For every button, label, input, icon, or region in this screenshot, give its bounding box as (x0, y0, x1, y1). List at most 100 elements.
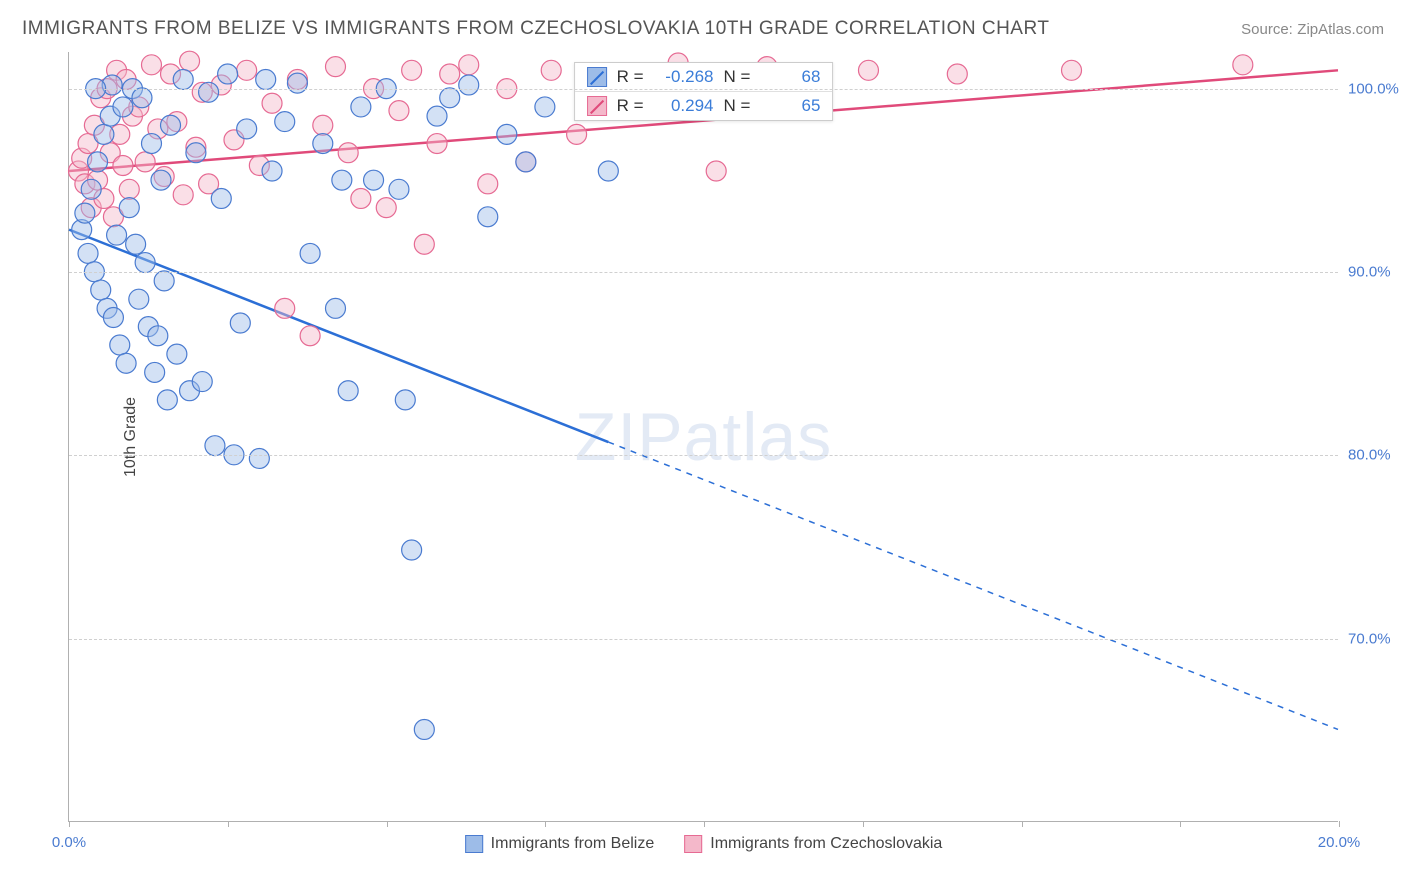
data-point (389, 179, 409, 199)
data-point (351, 188, 371, 208)
data-point (119, 179, 139, 199)
x-tick (1180, 821, 1181, 827)
data-point (402, 540, 422, 560)
scatter-svg (69, 52, 1338, 821)
data-point (218, 64, 238, 84)
n-label: N = (724, 67, 751, 87)
data-point (535, 97, 555, 117)
legend-item: Immigrants from Belize (465, 835, 655, 853)
data-point (376, 198, 396, 218)
r-value: -0.268 (654, 67, 714, 87)
data-point (567, 124, 587, 144)
data-point (364, 170, 384, 190)
data-point (192, 372, 212, 392)
data-point (262, 161, 282, 181)
series-legend: Immigrants from Belize Immigrants from Cz… (465, 835, 943, 853)
data-point (497, 124, 517, 144)
data-point (141, 55, 161, 75)
data-point (132, 88, 152, 108)
source: Source: ZipAtlas.com (1241, 21, 1384, 39)
x-tick-label: 0.0% (52, 834, 86, 851)
x-tick (387, 821, 388, 827)
source-label: Source: (1241, 21, 1293, 38)
data-point (154, 271, 174, 291)
x-tick (1339, 821, 1340, 827)
data-point (211, 188, 231, 208)
data-point (113, 156, 133, 176)
data-point (478, 207, 498, 227)
x-tick (863, 821, 864, 827)
data-point (338, 381, 358, 401)
data-point (110, 335, 130, 355)
trend-line-dashed (608, 442, 1338, 729)
data-point (91, 280, 111, 300)
data-point (459, 55, 479, 75)
data-point (78, 243, 98, 263)
data-point (148, 326, 168, 346)
data-point (706, 161, 726, 181)
x-tick (69, 821, 70, 827)
data-point (389, 101, 409, 121)
data-point (414, 234, 434, 254)
data-point (75, 203, 95, 223)
y-tick-label: 70.0% (1348, 630, 1406, 647)
data-point (81, 179, 101, 199)
r-label: R = (617, 67, 644, 87)
gridline (69, 272, 1338, 273)
data-point (313, 115, 333, 135)
data-point (427, 106, 447, 126)
correlation-row: R =-0.268N =68 (575, 63, 833, 91)
x-tick (1022, 821, 1023, 827)
data-point (1062, 60, 1082, 80)
data-point (440, 88, 460, 108)
data-point (440, 64, 460, 84)
x-tick (228, 821, 229, 827)
data-point (173, 69, 193, 89)
data-point (199, 82, 219, 102)
data-point (338, 143, 358, 163)
data-point (459, 75, 479, 95)
data-point (180, 51, 200, 71)
data-point (598, 161, 618, 181)
legend-swatch-icon (465, 835, 483, 853)
correlation-legend: R =-0.268N =68R = 0.294N =65 (574, 62, 834, 121)
legend-swatch-icon (684, 835, 702, 853)
x-tick (545, 821, 546, 827)
legend-label: Immigrants from Belize (491, 835, 655, 853)
legend-item: Immigrants from Czechoslovakia (684, 835, 942, 853)
x-tick-label: 20.0% (1318, 834, 1361, 851)
chart-title: IMMIGRANTS FROM BELIZE VS IMMIGRANTS FRO… (22, 18, 1049, 40)
data-point (237, 119, 257, 139)
data-point (300, 326, 320, 346)
r-label: R = (617, 96, 644, 116)
data-point (141, 134, 161, 154)
correlation-row: R = 0.294 N = 65 (575, 91, 833, 120)
data-point (129, 289, 149, 309)
legend-label: Immigrants from Czechoslovakia (710, 835, 942, 853)
data-point (313, 134, 333, 154)
data-point (325, 298, 345, 318)
n-value: 65 (760, 96, 820, 116)
data-point (541, 60, 561, 80)
data-point (262, 93, 282, 113)
gridline (69, 89, 1338, 90)
data-point (205, 436, 225, 456)
r-value: 0.294 (654, 96, 714, 116)
data-point (516, 152, 536, 172)
data-point (325, 57, 345, 77)
data-point (173, 185, 193, 205)
data-point (249, 448, 269, 468)
data-point (414, 719, 434, 739)
x-tick (704, 821, 705, 827)
data-point (427, 134, 447, 154)
source-name: ZipAtlas.com (1297, 21, 1384, 38)
data-point (237, 60, 257, 80)
data-point (230, 313, 250, 333)
legend-swatch-icon (587, 67, 607, 87)
data-point (151, 170, 171, 190)
data-point (947, 64, 967, 84)
data-point (167, 344, 187, 364)
data-point (287, 73, 307, 93)
n-label: N = (724, 96, 751, 116)
data-point (145, 362, 165, 382)
